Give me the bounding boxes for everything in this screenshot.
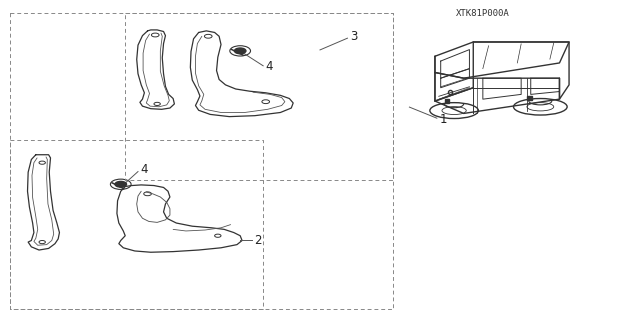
Text: XTK81P000A: XTK81P000A bbox=[456, 9, 509, 18]
Circle shape bbox=[115, 182, 127, 187]
FancyBboxPatch shape bbox=[527, 96, 532, 100]
Text: 4: 4 bbox=[140, 163, 147, 176]
Circle shape bbox=[234, 48, 246, 54]
Text: 2: 2 bbox=[254, 234, 262, 247]
Text: 1: 1 bbox=[440, 113, 447, 126]
Text: 3: 3 bbox=[351, 30, 358, 43]
FancyBboxPatch shape bbox=[445, 99, 449, 103]
Text: 4: 4 bbox=[266, 60, 273, 73]
